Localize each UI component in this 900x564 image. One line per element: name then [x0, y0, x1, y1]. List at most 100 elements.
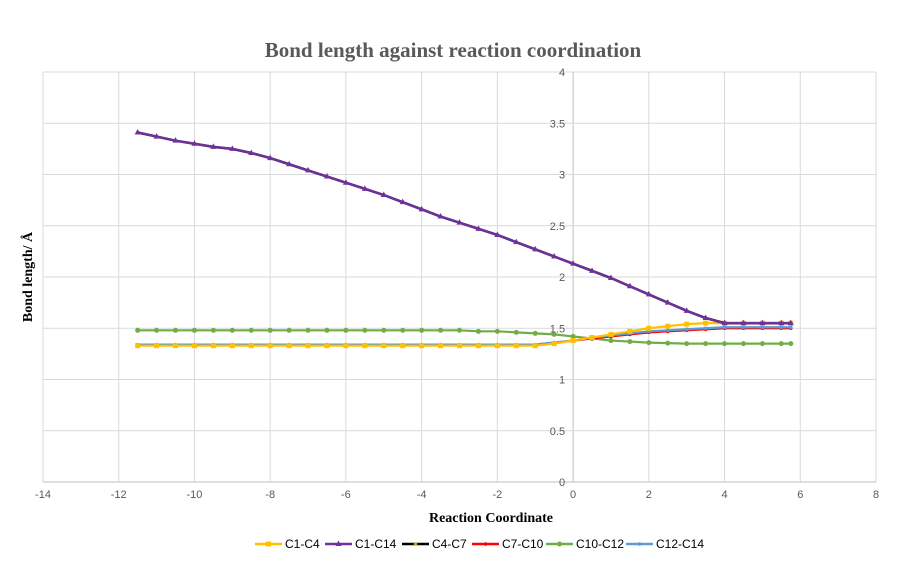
y-tick-label: 3 — [559, 170, 565, 182]
data-point — [684, 341, 690, 347]
data-point — [513, 329, 519, 335]
data-point — [645, 290, 652, 297]
data-point — [173, 327, 179, 333]
x-tick-label: 6 — [797, 489, 803, 501]
legend-label: C7-C10 — [502, 537, 544, 551]
x-tick-label: -6 — [341, 489, 351, 501]
y-tick-label: 2 — [559, 272, 565, 284]
x-tick-label: 4 — [721, 489, 727, 501]
data-point — [570, 333, 576, 339]
data-point — [229, 343, 235, 349]
data-point — [286, 327, 292, 333]
data-point — [740, 341, 746, 347]
data-point — [475, 343, 481, 349]
data-point — [135, 327, 141, 333]
data-point — [457, 327, 462, 333]
data-point — [494, 343, 500, 349]
data-point — [305, 166, 312, 173]
data-point — [626, 282, 633, 289]
data-point — [399, 198, 406, 205]
series-C4-C7 — [135, 130, 793, 325]
data-point — [494, 328, 500, 334]
series-group — [134, 128, 794, 349]
data-point — [210, 143, 217, 149]
data-point — [475, 225, 482, 231]
data-point — [551, 341, 557, 347]
data-point — [778, 341, 784, 347]
legend: C1-C4 C1-C14 C4-C7 C7-C10 C10-C12 C12-C14 — [255, 537, 704, 551]
legend-item: C1-C14 — [325, 537, 397, 551]
data-point — [267, 327, 273, 333]
data-point — [760, 325, 765, 330]
data-point — [323, 173, 330, 179]
data-point — [324, 327, 330, 333]
data-point — [532, 343, 538, 349]
data-point — [266, 541, 271, 547]
x-tick-label: -8 — [265, 489, 275, 501]
data-point — [437, 213, 444, 219]
data-point — [665, 340, 671, 346]
data-point — [532, 245, 539, 252]
data-point — [343, 343, 349, 349]
data-point — [343, 327, 349, 333]
data-point — [759, 341, 765, 347]
data-point — [740, 319, 747, 326]
data-point — [551, 331, 557, 337]
legend-label: C1-C14 — [355, 537, 397, 551]
series-line — [137, 322, 791, 347]
data-point — [173, 343, 179, 349]
data-point — [684, 327, 689, 332]
data-point — [229, 327, 235, 333]
legend-item: C10-C12 — [546, 537, 624, 551]
y-tick-label: 1.5 — [550, 323, 565, 335]
data-point — [570, 260, 577, 266]
data-point — [135, 343, 141, 349]
legend-label: C10-C12 — [576, 537, 624, 551]
data-point — [494, 231, 501, 237]
data-point — [362, 327, 368, 333]
data-point — [362, 343, 368, 349]
data-point — [400, 343, 406, 349]
legend-item: C1-C4 — [255, 537, 320, 551]
legend-label: C1-C4 — [285, 537, 320, 551]
data-point — [722, 341, 728, 347]
y-tick-label: 2.5 — [550, 221, 565, 233]
series-line — [137, 131, 791, 325]
x-tick-label: -4 — [417, 489, 427, 501]
x-tick-label: -10 — [187, 489, 203, 501]
y-tick-label: 0 — [559, 477, 565, 489]
data-point — [759, 319, 766, 326]
data-point — [210, 327, 216, 333]
data-point — [607, 274, 614, 281]
data-point — [381, 343, 387, 349]
data-point — [589, 334, 595, 340]
data-point — [342, 179, 349, 185]
data-point — [665, 323, 671, 329]
y-axis-label: Bond length/ Å — [20, 231, 36, 322]
data-point — [153, 133, 160, 139]
data-point — [646, 340, 652, 346]
series-line — [137, 329, 791, 345]
data-point — [419, 327, 425, 333]
y-tick-label: 1 — [559, 375, 565, 387]
data-point — [400, 327, 406, 333]
data-point — [286, 160, 293, 167]
data-point — [683, 307, 690, 313]
data-point — [413, 542, 418, 546]
data-point — [703, 320, 709, 326]
series-C10-C12 — [135, 327, 794, 347]
data-point — [721, 319, 728, 326]
data-point — [665, 328, 670, 333]
data-point — [483, 542, 488, 546]
data-point — [286, 343, 292, 349]
data-point — [438, 327, 444, 333]
data-point — [248, 149, 255, 155]
data-point — [741, 325, 746, 330]
data-point — [229, 145, 236, 151]
x-tick-label: 2 — [646, 489, 652, 501]
x-tick-label: -2 — [492, 489, 502, 501]
data-point — [789, 325, 793, 330]
data-point — [570, 338, 576, 344]
data-point — [305, 343, 311, 349]
chart-title: Bond length against reaction coordinatio… — [265, 38, 642, 62]
